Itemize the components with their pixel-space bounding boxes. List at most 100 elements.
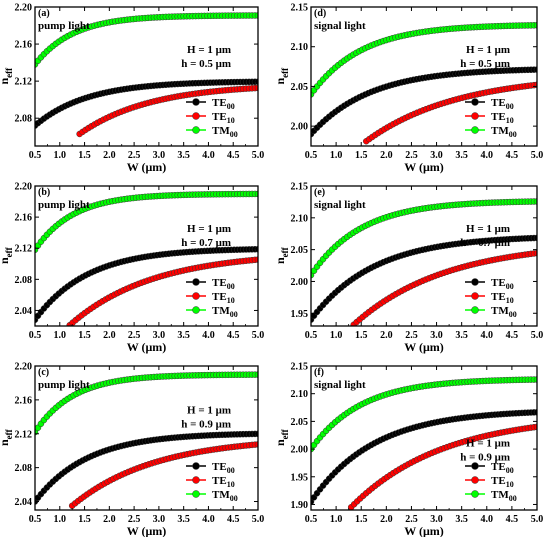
legend-marker-TE10 — [471, 476, 479, 484]
annotation-line: H = 1 μm — [466, 44, 510, 56]
legend-label-TE00-main: TE — [212, 277, 227, 289]
panel-title: signal light — [314, 199, 366, 211]
panel-title: pump light — [38, 20, 90, 32]
legend-marker-TE00 — [471, 278, 479, 286]
x-tick-label: 3.0 — [430, 150, 443, 161]
x-tick-label: 4.5 — [227, 514, 240, 525]
panel-label: (a) — [38, 8, 50, 19]
x-tick-label: 2.5 — [128, 150, 141, 161]
x-tick-label: 1.0 — [54, 514, 67, 525]
y-axis-label: neff — [0, 246, 14, 264]
y-tick-label: 2.20 — [15, 3, 33, 14]
legend-label-TE00-sub: 00 — [227, 466, 235, 475]
x-tick-label: 2.0 — [103, 514, 116, 525]
panel-label: (c) — [38, 367, 49, 378]
legend-label-TM00-sub: 00 — [230, 130, 238, 139]
x-axis-label: W (μm) — [404, 340, 444, 354]
y-axis-label-text: neff — [0, 67, 14, 85]
y-axis-label-text-main: n — [0, 257, 11, 264]
x-tick-label: 4.5 — [227, 330, 240, 341]
legend-label-TE00: TE00 — [212, 277, 235, 291]
y-tick-label: 2.05 — [291, 417, 309, 428]
x-tick-label: 5.0 — [531, 150, 544, 161]
x-tick-label: 3.5 — [455, 150, 468, 161]
legend-label-TE10-main: TE — [491, 111, 506, 123]
y-tick-label: 1.95 — [291, 472, 309, 483]
x-tick-label: 1.5 — [78, 330, 91, 341]
data-point-TE00 — [254, 245, 258, 253]
x-tick-label: 5.0 — [531, 330, 544, 341]
legend-marker-TM00 — [471, 490, 479, 498]
y-tick-label: 2.08 — [15, 275, 33, 286]
legend-label-TE10: TE10 — [212, 111, 235, 125]
x-tick-label: 1.5 — [355, 514, 368, 525]
legend-label-TM00: TM00 — [212, 305, 238, 319]
y-axis-label-text-main: n — [0, 439, 11, 446]
legend-label-TE00-main: TE — [491, 277, 506, 289]
legend-label-TE00-main: TE — [212, 461, 227, 473]
y-tick-label: 2.16 — [15, 40, 33, 51]
legend-marker-TE10 — [471, 292, 479, 300]
annotation-line: h = 0.9 μm — [181, 419, 231, 431]
legend-label-TE10-sub: 10 — [227, 296, 235, 305]
legend-label-TM00-sub: 00 — [230, 310, 238, 319]
legend-label-TE10: TE10 — [212, 291, 235, 305]
legend-label-TE10: TE10 — [491, 291, 514, 305]
annotation-line: h = 0.9 μm — [460, 452, 510, 464]
x-tick-label: 0.5 — [29, 330, 42, 341]
y-axis-label-text-sub: eff — [280, 246, 290, 257]
y-axis-label-text-sub: eff — [4, 67, 14, 78]
x-tick-label: 0.5 — [305, 514, 318, 525]
chart-panel-b: 0.5 1.0 1.5 2.0 2.5 3.0 3.5 4.0 4.5 5.0 2.04 2.08 2.… — [0, 182, 264, 355]
panel-title: pump light — [38, 199, 90, 211]
legend-label-TM00-main: TM — [491, 125, 509, 137]
x-tick-label: 2.5 — [128, 330, 141, 341]
chart-panel-a: 0.5 1.0 1.5 2.0 2.5 3.0 3.5 4.0 4.5 5.0 2.08 2.12 2.… — [0, 3, 264, 175]
legend-marker-TE10 — [192, 292, 200, 300]
legend-marker-TE00 — [471, 462, 479, 470]
data-point-TE10 — [254, 84, 258, 92]
legend-label-TM00-sub: 00 — [509, 310, 517, 319]
legend-label-TM00-sub: 00 — [509, 130, 517, 139]
annotation-line: H = 1 μm — [466, 438, 510, 450]
legend-label-TE00-sub: 00 — [227, 282, 235, 291]
y-tick-label: 2.12 — [15, 429, 33, 440]
y-tick-label: 2.00 — [291, 445, 309, 456]
legend-label-TM00: TM00 — [491, 489, 517, 503]
y-axis-label-text-main: n — [273, 257, 287, 264]
x-axis-label: W (μm) — [127, 340, 167, 354]
data-point-TE00 — [254, 78, 258, 86]
legend-label-TE10-main: TE — [491, 475, 506, 487]
legend-label-TE10-sub: 10 — [506, 296, 514, 305]
legend-label-TE00: TE00 — [491, 97, 514, 111]
x-tick-label: 2.5 — [405, 514, 418, 525]
x-tick-label: 0.5 — [29, 150, 42, 161]
legend-label-TM00: TM00 — [212, 125, 238, 139]
data-point-TE00 — [533, 66, 537, 73]
legend-label-TE00-sub: 00 — [506, 466, 514, 475]
data-point-TE10 — [254, 441, 258, 448]
legend-label-TM00-sub: 00 — [509, 494, 517, 503]
legend-label-TE00: TE00 — [491, 277, 514, 291]
legend-label-TE00-sub: 00 — [506, 282, 514, 291]
y-axis-label-text: neff — [273, 428, 290, 446]
y-tick-label: 2.12 — [15, 77, 33, 88]
legend-label-TE10-main: TE — [212, 111, 227, 123]
y-axis-label: neff — [0, 67, 14, 85]
y-axis-label-text-sub: eff — [280, 67, 290, 78]
y-axis-label-text-sub: eff — [4, 246, 14, 257]
legend-marker-TE00 — [192, 98, 200, 106]
data-point-TE10 — [254, 256, 258, 263]
legend-label-TE00-sub: 00 — [506, 102, 514, 111]
legend-label-TE10-sub: 10 — [506, 480, 514, 489]
legend-label-TM00-main: TM — [212, 125, 230, 137]
x-tick-label: 3.5 — [177, 330, 190, 341]
y-axis-label: neff — [273, 67, 290, 85]
legend-label-TE10-main: TE — [491, 291, 506, 303]
legend-marker-TM00 — [471, 306, 479, 314]
x-tick-label: 1.5 — [78, 150, 91, 161]
y-tick-label: 2.00 — [291, 122, 309, 133]
y-tick-label: 1.90 — [291, 500, 309, 511]
data-point-TM00 — [533, 376, 537, 383]
y-tick-label: 2.16 — [15, 395, 33, 406]
